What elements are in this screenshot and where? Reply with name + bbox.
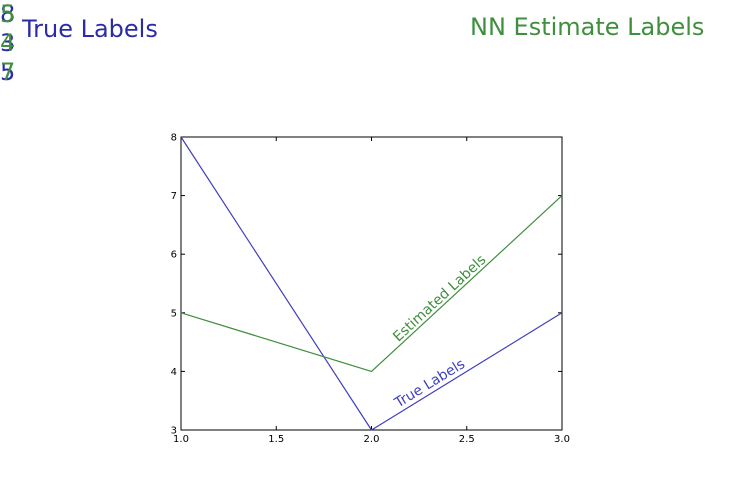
x-tick-label: 1.5 — [268, 434, 284, 445]
x-tick-label: 2.5 — [459, 434, 475, 445]
y-tick-label: 5 — [171, 308, 177, 319]
true-label-value: 5 — [0, 58, 16, 86]
nn-estimate-labels-title: NN Estimate Labels — [470, 13, 705, 41]
y-tick-label: 6 — [171, 250, 177, 261]
true-label-value: 3 — [0, 29, 16, 57]
series-line-true-labels — [180, 136, 563, 431]
true-labels-title: True Labels — [22, 15, 158, 43]
true-label-value: 8 — [0, 0, 16, 28]
nn-label-value: 5 — [0, 0, 16, 28]
y-tick-label: 4 — [171, 367, 177, 378]
y-tick-label: 8 — [171, 133, 177, 144]
series-line-estimated-labels — [180, 195, 563, 373]
nn-label-value: 7 — [0, 58, 16, 86]
x-tick-label: 1.0 — [173, 434, 189, 445]
plot-frame — [180, 136, 563, 431]
x-tick-label: 3.0 — [554, 434, 570, 445]
series-label-estimated-labels: Estimated Labels — [390, 252, 489, 345]
nn-label-value: 4 — [0, 29, 16, 57]
y-tick-label: 7 — [171, 191, 177, 202]
series-label-true-labels: True Labels — [391, 356, 468, 412]
x-tick-label: 2.0 — [364, 434, 380, 445]
y-tick-label: 3 — [171, 426, 177, 437]
